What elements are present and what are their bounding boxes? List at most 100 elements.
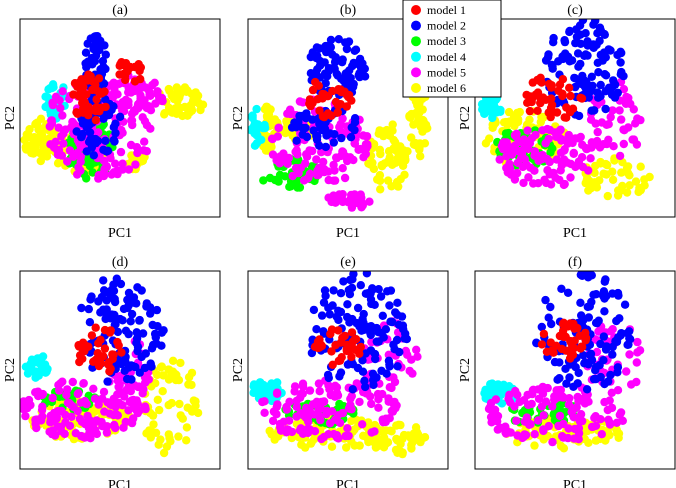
point-model-3 [286,182,296,191]
point-model-6 [625,171,634,180]
point-model-6 [590,168,599,178]
point-model-6 [376,149,385,159]
point-model-5 [290,387,299,396]
point-model-1 [117,348,126,357]
point-model-6 [30,133,39,142]
point-model-2 [612,316,621,326]
point-model-1 [547,83,556,92]
point-model-5 [355,397,364,407]
point-model-1 [344,93,354,102]
point-model-5 [74,389,83,398]
point-model-6 [270,435,279,444]
point-model-5 [310,427,320,436]
point-model-1 [528,78,537,87]
point-model-5 [518,162,528,172]
point-model-4 [40,360,50,369]
point-model-5 [298,98,308,107]
point-model-5 [131,160,140,169]
point-model-6 [369,140,379,149]
point-model-6 [265,426,274,436]
plot-frame [19,270,221,470]
point-model-6 [612,425,621,434]
legend-item: model 3 [411,34,466,48]
point-model-4 [252,104,261,114]
point-model-2 [298,123,307,133]
point-model-5 [77,431,86,441]
point-model-5 [99,156,109,165]
point-model-5 [48,393,57,403]
point-model-5 [316,404,325,413]
subplot-title: (a) [112,3,128,18]
point-model-2 [392,335,402,345]
point-model-2 [82,62,91,72]
point-model-1 [334,326,343,335]
point-model-2 [601,87,610,96]
point-model-2 [320,286,330,295]
point-model-2 [138,329,148,338]
x-axis-label: PC1 [108,478,132,488]
point-model-6 [182,436,191,445]
point-model-5 [329,160,338,170]
point-model-5 [63,398,73,407]
point-model-5 [305,386,315,395]
point-model-6 [625,181,634,190]
point-model-1 [87,331,97,340]
point-model-2 [595,36,604,46]
point-model-5 [574,429,584,438]
point-model-5 [545,125,555,135]
point-model-5 [607,388,616,397]
point-model-1 [547,100,557,110]
point-model-5 [288,171,297,181]
point-model-5 [46,140,55,149]
point-model-1 [92,86,101,95]
point-model-5 [54,123,63,132]
point-model-6 [599,169,608,178]
point-model-6 [501,117,511,127]
point-model-2 [124,362,133,371]
point-model-2 [581,50,590,59]
point-model-5 [554,386,564,395]
point-model-2 [580,358,590,367]
point-model-2 [90,43,100,52]
point-model-6 [21,142,30,152]
point-model-5 [76,157,85,166]
point-model-2 [146,303,155,312]
point-model-1 [560,113,569,122]
point-model-1 [565,83,574,93]
y-axis-label: PC2 [458,358,473,382]
point-model-5 [284,153,294,163]
point-model-6 [182,423,192,432]
point-model-2 [541,295,550,305]
point-model-5 [524,144,533,154]
point-model-5 [571,162,580,172]
point-model-5 [50,408,59,418]
point-model-5 [557,161,566,170]
point-model-1 [106,364,115,373]
scatter-points [480,271,645,453]
point-model-5 [361,149,370,159]
point-model-5 [118,159,127,168]
point-model-5 [605,418,614,427]
point-model-5 [113,376,123,385]
point-model-1 [342,102,351,111]
point-model-1 [331,341,340,350]
point-model-6 [387,427,396,436]
point-model-5 [631,119,640,128]
point-model-2 [616,47,625,56]
point-model-2 [350,125,359,135]
point-model-4 [488,379,497,388]
point-model-5 [332,388,342,398]
point-model-6 [388,120,397,129]
point-model-2 [368,369,378,378]
point-model-6 [176,411,185,420]
point-model-6 [176,90,185,99]
point-model-1 [91,115,101,125]
point-model-2 [292,136,301,145]
point-model-5 [408,369,417,378]
point-model-4 [266,393,275,402]
point-model-5 [510,131,520,140]
point-model-2 [613,363,623,372]
point-model-5 [57,131,66,141]
point-model-6 [282,116,291,126]
point-model-5 [384,350,393,359]
